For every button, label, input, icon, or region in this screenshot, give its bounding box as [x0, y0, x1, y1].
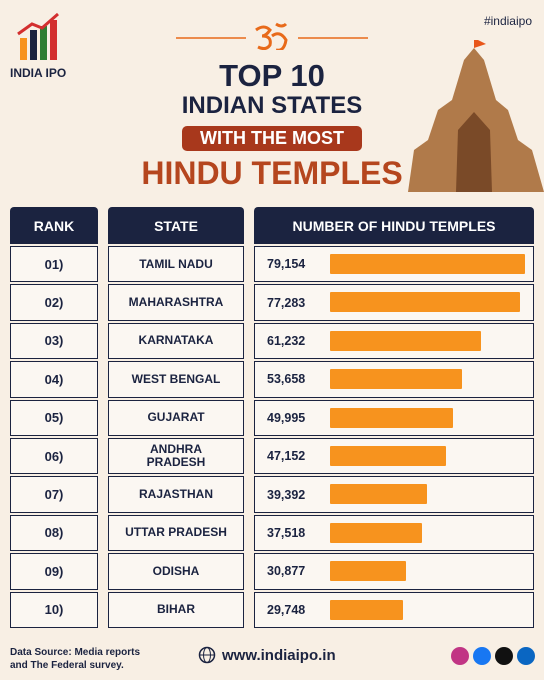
- rank-cell: 03): [10, 322, 98, 360]
- temple-illustration: [408, 40, 544, 192]
- state-cell: UTTAR PRADESH: [108, 514, 244, 552]
- rank-cell: 06): [10, 438, 98, 475]
- column-header: NUMBER OF HINDU TEMPLES: [254, 207, 534, 244]
- state-cell: BIHAR: [108, 591, 244, 628]
- website[interactable]: www.indiaipo.in: [222, 647, 336, 664]
- rank: 04): [44, 371, 64, 387]
- rank-cell: 08): [10, 514, 98, 552]
- value-label: 61,232: [267, 333, 306, 348]
- value-label: 53,658: [267, 372, 306, 387]
- column-header: RANK: [10, 207, 98, 244]
- source-line: and The Federal survey.: [10, 660, 124, 671]
- value-label: 37,518: [267, 525, 306, 540]
- rank-cell: 02): [10, 284, 98, 321]
- bar: [330, 407, 454, 428]
- rank: 05): [44, 410, 64, 426]
- rank: 09): [44, 563, 64, 579]
- value-label: 79,154: [267, 257, 306, 272]
- bar: [330, 446, 447, 466]
- rank: 07): [44, 487, 64, 503]
- bar: [330, 599, 404, 620]
- state-cell: ODISHA: [108, 553, 244, 590]
- rank: 02): [44, 295, 64, 311]
- value-cell: 49,995: [254, 399, 534, 436]
- state-cell: RAJASTHAN: [108, 476, 244, 513]
- value-label: 29,748: [267, 602, 306, 617]
- rank-cell: 01): [10, 246, 98, 283]
- rank-cell: 05): [10, 399, 98, 436]
- social-icons: [451, 647, 535, 665]
- globe-icon: [198, 646, 216, 664]
- value-label: 77,283: [267, 295, 306, 310]
- bar: [330, 522, 423, 543]
- bar: [330, 561, 407, 582]
- state-name: KARNATAKA: [138, 333, 214, 348]
- bar: [330, 254, 525, 274]
- bar: [330, 330, 481, 351]
- rank-cell: 09): [10, 553, 98, 590]
- bar: [330, 484, 428, 505]
- title-pill: WITH THE MOST: [182, 126, 362, 151]
- state-name: TAMIL NADU: [139, 256, 213, 271]
- source-line: Data Source: Media reports: [10, 647, 141, 658]
- state-name: GUJARAT: [147, 410, 205, 425]
- state-name: BIHAR: [157, 602, 195, 617]
- value-cell: 47,152: [254, 438, 534, 475]
- rank: 06): [44, 448, 64, 464]
- state-cell: GUJARAT: [108, 399, 244, 436]
- title-line: TOP 10: [219, 58, 325, 93]
- state-cell: ANDHRA PRADESH: [108, 438, 244, 475]
- state-name: MAHARASHTRA: [128, 295, 224, 310]
- rank: 01): [44, 256, 64, 272]
- state-cell: KARNATAKA: [108, 322, 244, 360]
- state-cell: WEST BENGAL: [108, 361, 244, 398]
- rank-cell: 10): [10, 591, 98, 628]
- rank: 03): [44, 333, 64, 349]
- rank-cell: 04): [10, 361, 98, 398]
- state-cell: TAMIL NADU: [108, 246, 244, 283]
- rank: 10): [44, 602, 64, 618]
- title-line: HINDU TEMPLES: [141, 155, 403, 191]
- state-name: ODISHA: [152, 563, 200, 578]
- state-name: ANDHRA PRADESH: [146, 442, 206, 470]
- state-name: WEST BENGAL: [131, 371, 221, 386]
- rank: 08): [44, 525, 64, 541]
- bar: [330, 292, 521, 313]
- brand: INDIA IPO: [10, 66, 67, 80]
- state-name: RAJASTHAN: [138, 487, 213, 502]
- data-source: Data Source: Media reports and The Feder…: [10, 646, 140, 672]
- logo-icon: [17, 12, 59, 60]
- hashtag: #indiaipo: [483, 14, 532, 28]
- value-label: 47,152: [267, 449, 306, 464]
- column-header: STATE: [108, 207, 244, 244]
- value-label: 49,995: [267, 410, 306, 425]
- bar: [330, 369, 463, 390]
- om-ornament: [176, 22, 368, 50]
- title-line: INDIAN STATES: [181, 92, 363, 119]
- state-name: UTTAR PRADESH: [125, 525, 227, 540]
- rank-cell: 07): [10, 476, 98, 513]
- state-cell: MAHARASHTRA: [108, 284, 244, 321]
- value-label: 30,877: [267, 564, 306, 579]
- value-label: 39,392: [267, 487, 306, 502]
